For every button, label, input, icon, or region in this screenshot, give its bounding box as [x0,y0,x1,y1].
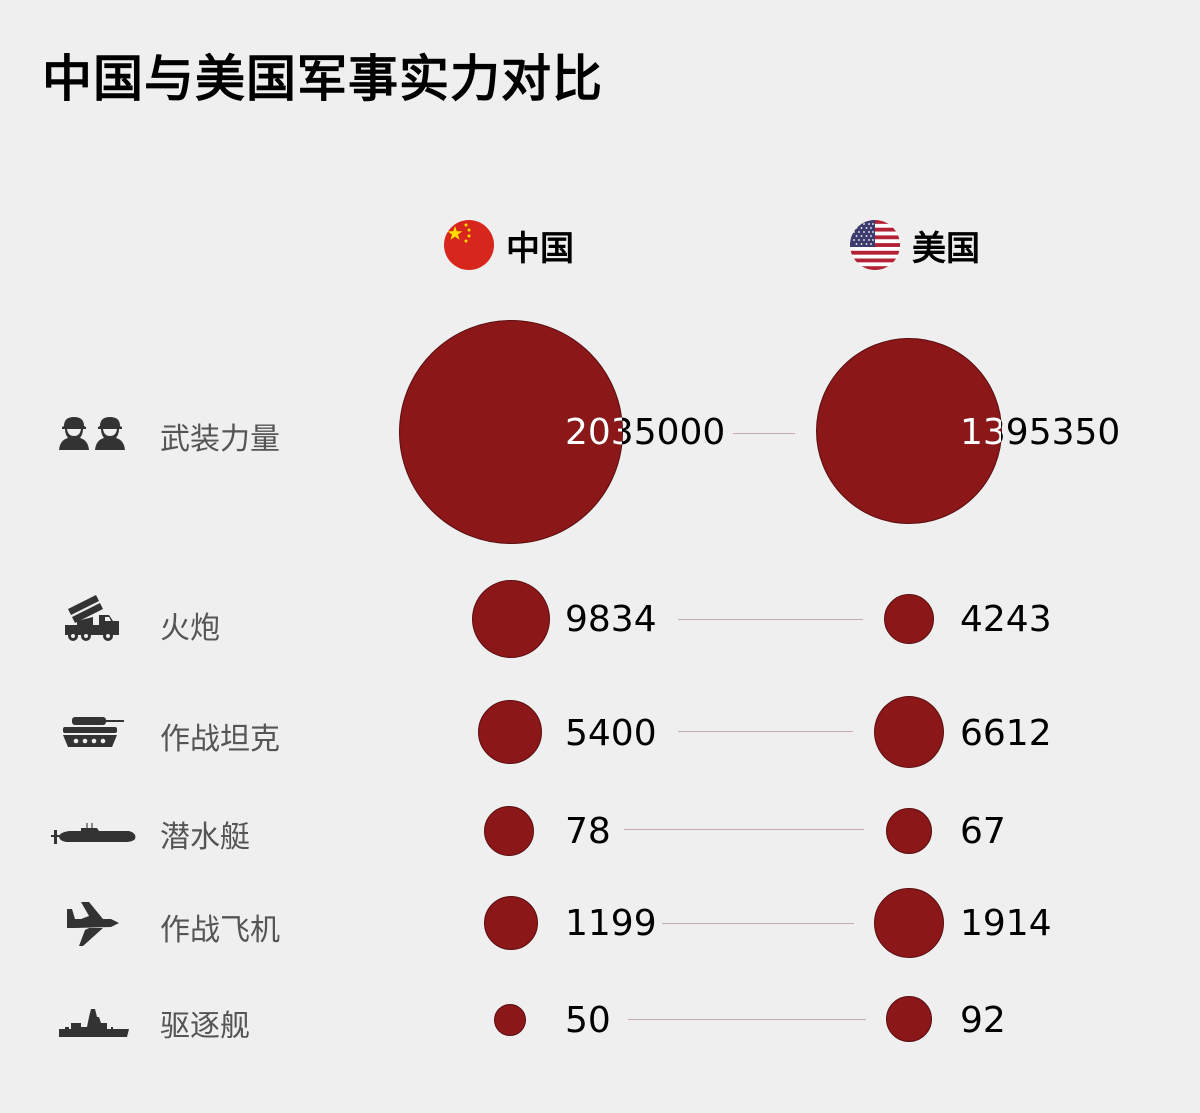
fighter-jet-icon [50,900,136,950]
bubble-china [478,700,542,764]
connector-line [662,923,854,924]
bubble-usa [816,338,1002,524]
value-china: 78 [565,811,611,852]
soldiers-icon [50,409,136,459]
value-usa: 4243 [960,599,1052,640]
connector-line [678,619,863,620]
connector-line [733,433,795,434]
column-header-china: 中国 [444,219,574,271]
connector-line [678,731,853,732]
bubble-china [399,320,623,544]
bubble-usa [874,888,944,958]
column-header-usa: 美国 [850,219,980,271]
connector-line [628,1019,866,1020]
value-china: 9834 [565,599,657,640]
bubble-china [484,806,534,856]
category-label: 驱逐舰 [160,1009,250,1044]
value-china: 5400 [565,713,657,754]
value-usa: 6612 [960,713,1052,754]
submarine-icon [48,806,138,856]
value-china: 2035000 [565,412,726,453]
destroyer-icon [50,996,140,1046]
value-china: 1199 [565,903,657,944]
bubble-china [494,1004,526,1036]
bubble-usa [884,594,934,644]
connector-line [624,829,864,830]
china-flag-icon [444,220,494,270]
value-usa: 92 [960,1000,1006,1041]
column-label-china: 中国 [506,228,574,269]
bubble-china [472,580,550,658]
value-usa: 67 [960,811,1006,852]
bubble-usa [874,696,944,768]
category-label: 潜水艇 [160,820,250,855]
rocket-launcher-icon [50,594,136,644]
bubble-china [484,896,538,950]
value-china: 50 [565,1000,611,1041]
category-label: 作战飞机 [160,913,280,948]
bubble-usa [886,808,932,854]
tank-icon [50,708,136,758]
value-china-overlay: 2035000 [565,412,622,453]
value-usa-overlay: 1395350 [960,412,1001,453]
value-usa: 1914 [960,903,1052,944]
category-label: 武装力量 [160,422,280,457]
bubble-usa [886,996,932,1042]
column-label-usa: 美国 [912,228,980,269]
value-usa: 1395350 [960,412,1121,453]
chart-title: 中国与美国军事实力对比 [42,50,603,108]
category-label: 火炮 [160,611,220,646]
usa-flag-icon [850,220,900,270]
category-label: 作战坦克 [160,722,280,757]
